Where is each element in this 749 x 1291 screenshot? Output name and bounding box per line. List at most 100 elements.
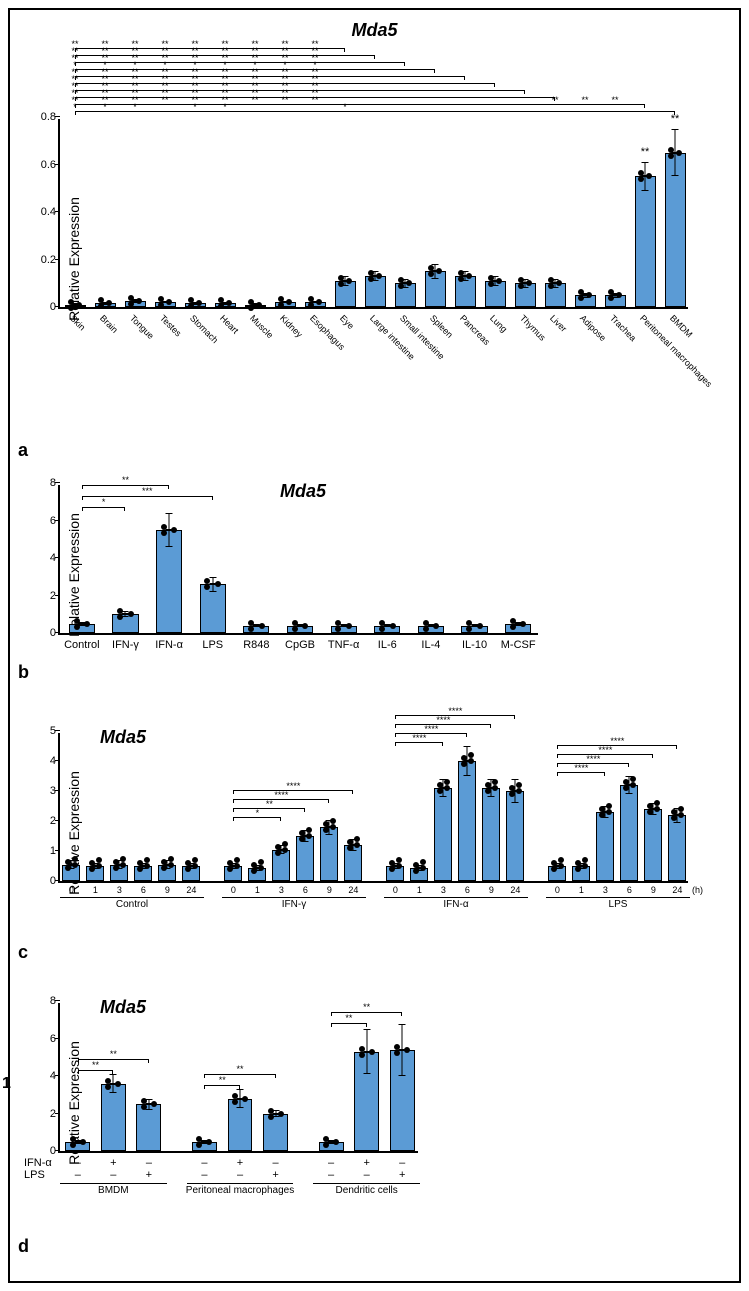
treatment-label: LPS [24,1169,45,1181]
x-tick: IFN-γ [112,639,139,651]
significance-star: ** [101,39,108,49]
treatment-symbol: – [328,1169,334,1181]
x-tick: Kidney [278,313,305,340]
x-tick: 24 [348,885,358,895]
bar [596,812,614,881]
x-tick: Trachea [608,313,638,343]
panel-label-a: a [18,440,28,461]
treatment-symbol: – [75,1169,81,1181]
y-tick: 2 [30,1108,56,1120]
bar [296,836,314,881]
panel-b: Mda5 Relative Expression 02468ControlIFN… [20,485,729,665]
x-tick: Heart [218,313,241,336]
group-label: IFN-γ [282,899,306,910]
treatment-symbol: – [272,1157,278,1169]
x-tick: Testes [158,313,183,338]
x-tick: Muscle [248,313,275,340]
y-tick: 0.4 [30,206,56,218]
treatment-symbol: – [146,1157,152,1169]
significance-star: **** [574,763,588,773]
significance-star: ** [345,1013,352,1023]
y-tick: 6 [30,1033,56,1045]
x-tick: Eye [338,313,356,331]
y-tick: 8 [30,995,56,1007]
treatment-symbol: – [237,1169,243,1181]
y-tick: 2 [30,590,56,602]
significance-star: **** [598,745,612,755]
x-tick: 24 [510,885,520,895]
significance-star: **** [610,736,624,746]
x-tick: 0 [231,885,236,895]
x-tick: 1 [417,885,422,895]
significance-star: ** [236,1064,243,1074]
significance-star: ** [581,95,588,105]
significance-star: ** [131,39,138,49]
x-tick: Thymus [518,313,548,343]
treatment-symbol: – [75,1157,81,1169]
x-tick: 3 [117,885,122,895]
panel-label-d: d [18,1236,29,1257]
x-tick: Control [64,639,99,651]
y-tick: 0 [30,1145,56,1157]
bar [635,176,656,307]
x-tick: M-CSF [501,639,536,651]
bar [101,1084,126,1152]
panel-label-c: c [18,942,28,963]
x-tick: Spleen [428,313,455,340]
significance-star: *** [142,486,153,496]
treatment-symbol: + [272,1169,278,1181]
x-tick: IL-10 [462,639,487,651]
significance-star: * [102,497,106,507]
panel-c: Mda5 Relative Expression 0123450136924Co… [20,733,729,933]
significance-star: ** [671,113,680,125]
x-tick: 24 [672,885,682,895]
y-tick: 3 [30,785,56,797]
group-label: Control [116,899,148,910]
bar [320,827,338,881]
bar [644,809,662,881]
significance-star: ** [71,39,78,49]
significance-star: ** [251,39,258,49]
x-tick: Stomach [188,313,220,345]
significance-star: **** [274,790,288,800]
treatment-symbol: + [237,1157,243,1169]
x-tick: R848 [243,639,269,651]
x-tick: Tongue [128,313,156,341]
significance-star: **** [286,781,300,791]
panel-label-b: b [18,662,29,683]
significance-star: ** [161,39,168,49]
x-tick: 6 [141,885,146,895]
group-label: IFN-α [443,899,468,910]
treatment-symbol: + [110,1157,116,1169]
significance-star: ** [191,39,198,49]
panel-d: Mda5 Relative Expression 02468BMDMPerito… [20,1003,729,1203]
x-tick: 6 [627,885,632,895]
y-tick: 0 [30,627,56,639]
x-tick: 3 [603,885,608,895]
treatment-symbol: – [110,1169,116,1181]
bar [506,791,524,881]
x-tick: IL-4 [421,639,440,651]
significance-star: ** [221,39,228,49]
x-tick: Adipose [578,313,608,343]
x-tick: 9 [165,885,170,895]
significance-star: ** [219,1075,226,1085]
bar [263,1114,288,1152]
x-tick: Brain [98,313,120,335]
x-tick: Lung [488,313,509,334]
x-tick: 3 [441,885,446,895]
significance-star: **** [586,754,600,764]
significance-star: ** [641,146,650,158]
group-label: LPS [609,899,628,910]
x-tick: 1 [93,885,98,895]
treatment-symbol: – [399,1157,405,1169]
significance-star: **** [424,724,438,734]
y-tick: 0.2 [30,254,56,266]
x-tick: 9 [327,885,332,895]
group-label: BMDM [98,1185,129,1196]
y-tick: 1 [30,845,56,857]
group-label: Peritoneal macrophages [186,1185,294,1196]
treatment-symbol: + [146,1169,152,1181]
x-tick: IL-6 [378,639,397,651]
x-tick: 1 [579,885,584,895]
